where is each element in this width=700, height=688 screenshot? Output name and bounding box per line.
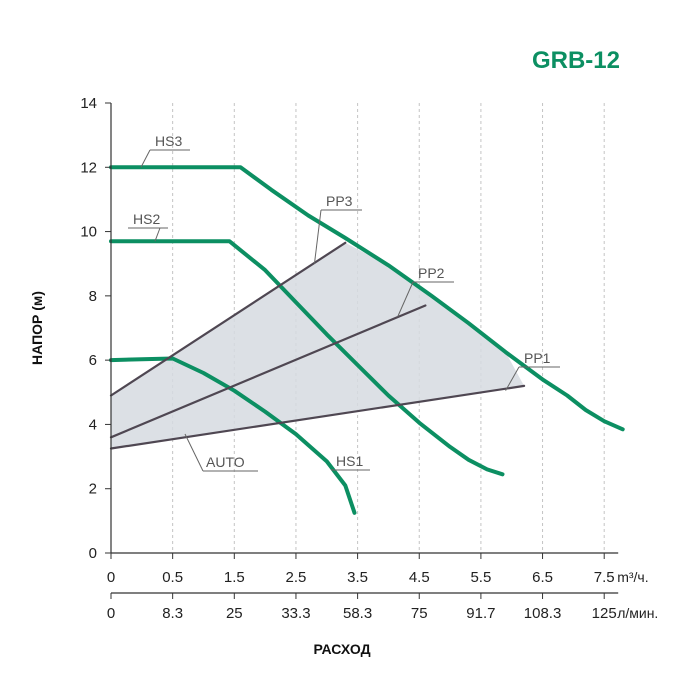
x2-tick-label-8: 125 [592,605,617,622]
label-leader-pp3 [313,209,322,264]
y-axis-title: НАПОР (м) [29,291,45,365]
y-tick-label-2: 2 [89,481,97,498]
x-tick-label-1: 0.5 [162,569,183,586]
x-tick-label-7: 6.5 [532,569,553,586]
x-unit-lmin: л/мин. [617,605,658,621]
series-hs3 [109,165,625,432]
label-pp1: PP1 [524,350,551,366]
x-tick-label-4: 3.5 [347,569,368,586]
y-tick-label-4: 4 [89,416,97,433]
label-leader-hs3 [140,149,151,168]
series-labels: HS3 HS2 HS1 PP3 PP2 PP1 AUTO [128,133,560,472]
x2-tick-label-0: 0 [107,605,115,622]
x2-tick-label-4: 58.3 [343,605,372,622]
label-leader-pp1 [505,366,520,391]
label-hs2: HS2 [133,211,160,227]
label-leader-hs2 [154,227,161,242]
x-axis-title: РАСХОД [313,641,370,657]
y-tick-label-10: 10 [80,224,97,241]
x-tick-label-5: 4.5 [409,569,430,586]
y-tick-label-12: 12 [80,159,97,176]
series-pp3 [109,241,347,397]
axes: 0 2 4 6 8 10 12 14 0 0.5 1.5 2.5 3.5 4.5 5.5 6.5 7.5 m³/ч… [80,95,658,622]
x2-tick-label-7: 108.3 [524,605,562,622]
x-tick-label-8: 7.5 [594,569,615,586]
x2-tick-label-5: 75 [411,605,428,622]
y-tick-label-6: 6 [89,352,97,369]
x-tick-label-3: 2.5 [286,569,307,586]
x-tick-label-0: 0 [107,569,115,586]
label-hs3: HS3 [155,133,182,149]
chart-title: GRB-12 [532,47,620,74]
series-pp2 [109,304,427,439]
x-tick-label-6: 5.5 [470,569,491,586]
x2-tick-label-2: 25 [226,605,243,622]
y-tick-label-0: 0 [89,545,97,562]
label-pp3: PP3 [326,193,353,209]
label-leader-auto [184,433,204,472]
series-hs2 [109,239,505,477]
auto-region-layer [111,242,525,449]
x2-tick-label-6: 91.7 [466,605,495,622]
label-leader-pp2 [397,281,414,317]
x-unit-m3h: m³/ч. [617,569,648,585]
auto-region [111,242,525,449]
label-hs1: HS1 [336,453,363,469]
label-auto: AUTO [206,454,245,470]
x-tick-label-2: 1.5 [224,569,245,586]
series-hs1 [109,356,357,515]
label-pp2: PP2 [418,265,445,281]
series-lines [109,165,625,515]
x2-tick-label-1: 8.3 [162,605,183,622]
y-tick-label-14: 14 [80,95,97,112]
x2-tick-label-3: 33.3 [281,605,310,622]
y-tick-label-8: 8 [89,288,97,305]
series-pp1 [109,384,526,450]
